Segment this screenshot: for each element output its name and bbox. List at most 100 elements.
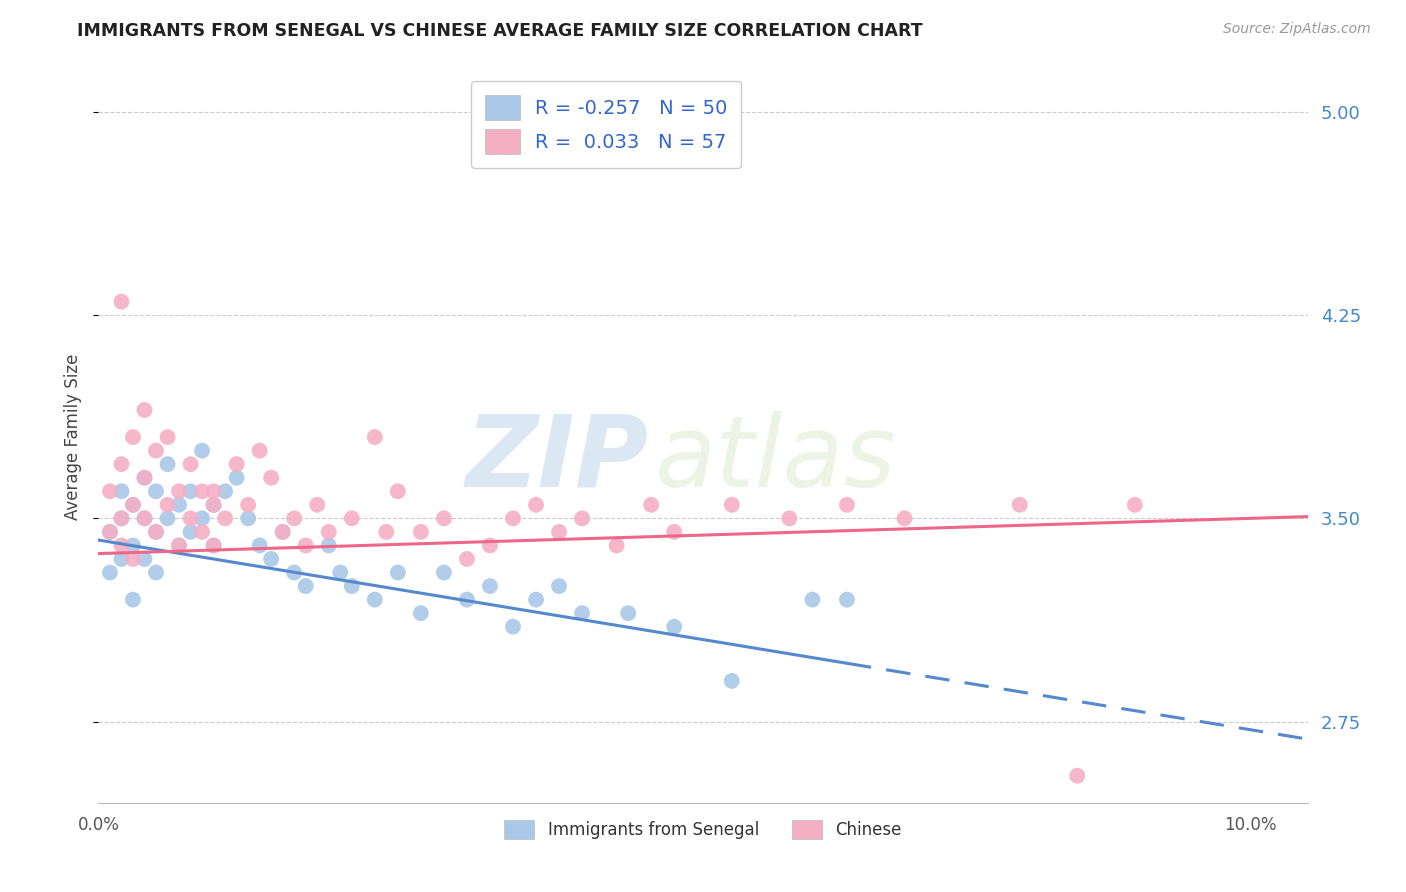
- Point: [433, 511, 456, 525]
- Point: [180, 457, 202, 471]
- Point: [134, 403, 156, 417]
- Point: [835, 498, 858, 512]
- Point: [409, 606, 432, 620]
- Point: [145, 524, 167, 539]
- Point: [375, 524, 398, 539]
- Point: [271, 524, 294, 539]
- Point: [617, 606, 640, 620]
- Point: [364, 430, 387, 444]
- Point: [134, 511, 156, 525]
- Point: [294, 579, 316, 593]
- Point: [122, 552, 145, 566]
- Point: [134, 471, 156, 485]
- Point: [387, 484, 409, 499]
- Point: [236, 511, 259, 525]
- Text: atlas: atlas: [655, 410, 896, 508]
- Point: [329, 566, 352, 580]
- Point: [318, 524, 340, 539]
- Point: [156, 457, 179, 471]
- Point: [548, 524, 571, 539]
- Point: [283, 566, 305, 580]
- Y-axis label: Average Family Size: Average Family Size: [65, 354, 83, 520]
- Point: [225, 457, 247, 471]
- Point: [98, 484, 121, 499]
- Point: [260, 552, 283, 566]
- Point: [134, 552, 156, 566]
- Point: [202, 498, 225, 512]
- Point: [122, 538, 145, 552]
- Text: Source: ZipAtlas.com: Source: ZipAtlas.com: [1223, 22, 1371, 37]
- Point: [98, 524, 121, 539]
- Point: [456, 552, 478, 566]
- Point: [720, 498, 742, 512]
- Point: [664, 620, 686, 634]
- Point: [720, 673, 742, 688]
- Point: [456, 592, 478, 607]
- Point: [145, 566, 167, 580]
- Point: [548, 579, 571, 593]
- Point: [191, 443, 214, 458]
- Point: [122, 498, 145, 512]
- Point: [202, 498, 225, 512]
- Point: [236, 498, 259, 512]
- Point: [387, 566, 409, 580]
- Point: [478, 538, 501, 552]
- Point: [110, 552, 132, 566]
- Point: [571, 511, 593, 525]
- Point: [110, 538, 132, 552]
- Point: [271, 524, 294, 539]
- Point: [307, 498, 329, 512]
- Point: [167, 498, 190, 512]
- Point: [214, 511, 236, 525]
- Point: [340, 511, 363, 525]
- Point: [202, 538, 225, 552]
- Point: [225, 471, 247, 485]
- Legend: Immigrants from Senegal, Chinese: Immigrants from Senegal, Chinese: [498, 814, 908, 846]
- Point: [167, 538, 190, 552]
- Point: [260, 471, 283, 485]
- Point: [283, 511, 305, 525]
- Point: [502, 511, 524, 525]
- Point: [156, 430, 179, 444]
- Point: [524, 498, 547, 512]
- Point: [110, 294, 132, 309]
- Point: [893, 511, 915, 525]
- Point: [318, 538, 340, 552]
- Point: [606, 538, 628, 552]
- Point: [180, 511, 202, 525]
- Point: [167, 538, 190, 552]
- Point: [640, 498, 662, 512]
- Point: [1066, 769, 1088, 783]
- Point: [134, 471, 156, 485]
- Point: [134, 511, 156, 525]
- Point: [249, 538, 271, 552]
- Point: [778, 511, 800, 525]
- Point: [122, 592, 145, 607]
- Point: [180, 484, 202, 499]
- Point: [98, 566, 121, 580]
- Text: ZIP: ZIP: [465, 410, 648, 508]
- Point: [110, 484, 132, 499]
- Point: [180, 524, 202, 539]
- Point: [524, 592, 547, 607]
- Point: [191, 484, 214, 499]
- Text: IMMIGRANTS FROM SENEGAL VS CHINESE AVERAGE FAMILY SIZE CORRELATION CHART: IMMIGRANTS FROM SENEGAL VS CHINESE AVERA…: [77, 22, 922, 40]
- Point: [98, 524, 121, 539]
- Point: [1008, 498, 1031, 512]
- Point: [110, 511, 132, 525]
- Point: [110, 457, 132, 471]
- Point: [202, 538, 225, 552]
- Point: [801, 592, 824, 607]
- Point: [340, 579, 363, 593]
- Point: [478, 579, 501, 593]
- Point: [122, 498, 145, 512]
- Point: [202, 484, 225, 499]
- Point: [433, 566, 456, 580]
- Point: [571, 606, 593, 620]
- Point: [191, 511, 214, 525]
- Point: [145, 524, 167, 539]
- Point: [664, 524, 686, 539]
- Point: [156, 498, 179, 512]
- Point: [214, 484, 236, 499]
- Point: [110, 511, 132, 525]
